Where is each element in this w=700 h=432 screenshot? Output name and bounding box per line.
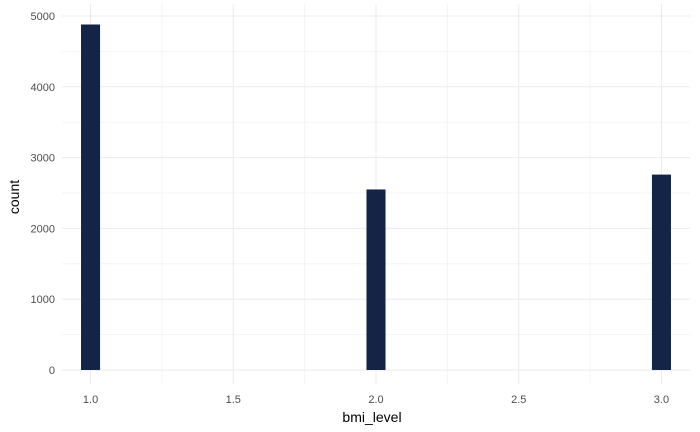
- y-tick-label: 3000: [31, 153, 55, 165]
- y-axis-ticks: 0 1000 2000 3000 4000 5000: [31, 11, 55, 377]
- bars: [81, 24, 671, 370]
- x-tick-label: 2.0: [368, 394, 383, 406]
- x-tick-label: 3.0: [654, 394, 669, 406]
- y-tick-label: 5000: [31, 11, 55, 23]
- y-tick-label: 0: [49, 365, 55, 377]
- bar-2.0: [366, 189, 386, 370]
- x-axis-ticks: 1.0 1.5 2.0 2.5 3.0: [83, 394, 669, 406]
- y-tick-label: 1000: [31, 294, 55, 306]
- y-axis-title: count: [6, 180, 22, 214]
- x-tick-label: 1.0: [83, 394, 98, 406]
- bar-3.0: [651, 174, 671, 370]
- x-tick-label: 2.5: [511, 394, 526, 406]
- y-tick-label: 2000: [31, 223, 55, 235]
- x-axis-title: bmi_level: [342, 409, 401, 425]
- y-tick-label: 4000: [31, 82, 55, 94]
- bar-1.0: [81, 24, 101, 370]
- x-tick-label: 1.5: [226, 394, 241, 406]
